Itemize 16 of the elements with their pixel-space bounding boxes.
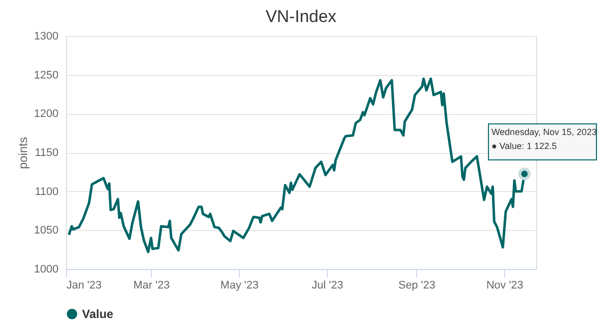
y-tick-label: 1050 — [34, 224, 58, 237]
x-tick-label: Mar '23 — [133, 280, 170, 292]
y-axis-title: points — [16, 136, 30, 170]
x-tick-label: Nov '23 — [486, 280, 524, 292]
legend-label: Value — [82, 307, 114, 321]
y-tick-label: 1000 — [34, 264, 58, 276]
x-tick-label: Jan '23 — [66, 280, 102, 292]
x-tick-label: May '23 — [220, 280, 259, 292]
chart-title: VN-Index — [266, 7, 337, 26]
x-tick-label: Sep '23 — [398, 280, 436, 292]
y-tick-label: 1100 — [34, 186, 58, 198]
y-tick-label: 1150 — [34, 147, 58, 159]
y-tick-label: 1250 — [34, 69, 58, 82]
x-tick-label: Jul '23 — [312, 280, 344, 292]
y-tick-label: 1300 — [34, 30, 58, 42]
y-tick-label: 1200 — [34, 108, 58, 120]
